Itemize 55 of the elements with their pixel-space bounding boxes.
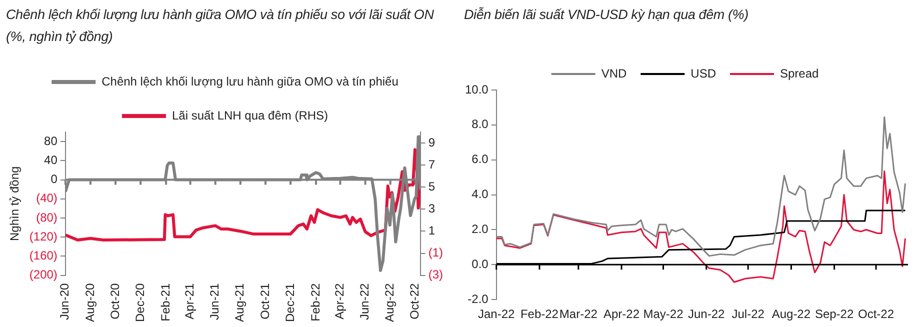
y-tick-label: 4.0 bbox=[472, 187, 489, 202]
y-tick-label: 10.0 bbox=[464, 82, 489, 96]
legend-label: Lãi suất LNH qua đêm (RHS) bbox=[172, 108, 328, 122]
x-tick-label: Oct-21 bbox=[258, 282, 272, 320]
x-tick-label: Mar-22 bbox=[559, 307, 598, 322]
y2-tick-label: 7 bbox=[428, 157, 436, 172]
y2-tick-label: 1 bbox=[428, 224, 436, 238]
y-tick-label: 40 bbox=[44, 152, 58, 167]
x-tick-label: Feb-22 bbox=[308, 282, 322, 322]
x-tick-label: Sep-22 bbox=[814, 307, 854, 322]
x-tick-label: Feb-22 bbox=[520, 307, 559, 322]
x-tick-label: Apr-21 bbox=[182, 282, 197, 320]
chart-title: Diễn biến lãi suất VND-USD kỳ hạn qua đêm (%) bbox=[464, 6, 750, 24]
chart-title: Chênh lệch khối lượng lưu hành giữa OMO và tín phiếu so với lãi suất ON (%, nghìn tỷ đồng) bbox=[6, 6, 435, 46]
x-tick-label: Oct-20 bbox=[108, 282, 122, 320]
y-tick-label: (80) bbox=[36, 210, 58, 224]
x-tick-label: Jul-22 bbox=[732, 307, 765, 322]
y2-tick-label: 5 bbox=[428, 179, 436, 194]
x-tick-label: Jan-22 bbox=[478, 307, 516, 322]
x-tick-label: Jun-21 bbox=[208, 282, 222, 320]
x-tick-label: Feb-21 bbox=[158, 282, 172, 322]
y-tick-label: 0.0 bbox=[472, 256, 489, 271]
legend-label: USD bbox=[690, 66, 716, 80]
x-tick-label: Oct-22 bbox=[408, 282, 422, 320]
x-tick-label: May-22 bbox=[643, 307, 684, 322]
x-tick-label: Apr-22 bbox=[332, 282, 347, 320]
x-tick-label: Jun-22 bbox=[688, 307, 726, 322]
legend-label: Spread bbox=[780, 66, 819, 80]
x-tick-label: Jun-22 bbox=[358, 282, 372, 320]
y-tick-label: -2.0 bbox=[468, 292, 489, 306]
y-tick-label: 0 bbox=[50, 172, 58, 186]
y2-tick-label: 9 bbox=[428, 135, 436, 150]
x-tick-label: Jun-20 bbox=[58, 282, 72, 320]
x-tick-label: Oct-22 bbox=[858, 307, 894, 322]
y-tick-label: 8.0 bbox=[472, 117, 489, 132]
y-tick-label: (200) bbox=[29, 268, 58, 282]
y2-tick-label: (3) bbox=[428, 268, 444, 282]
x-tick-label: Aug-21 bbox=[232, 282, 247, 322]
x-tick-label: Dec-21 bbox=[282, 282, 297, 322]
y-tick-label: (40) bbox=[36, 191, 58, 206]
y2-tick-label: 3 bbox=[428, 201, 436, 216]
y-tick-label: (120) bbox=[29, 229, 58, 244]
y-tick-label: 2.0 bbox=[472, 222, 489, 236]
legend-label: Chênh lệch khối lượng lưu hành giữa OMO và tín phiếu bbox=[102, 74, 398, 88]
y-tick-label: (160) bbox=[29, 248, 58, 263]
x-tick-label: Aug-22 bbox=[382, 282, 397, 322]
y-tick-label: 80 bbox=[44, 134, 58, 148]
y2-tick-label: (1) bbox=[428, 246, 444, 260]
legend-label: VND bbox=[601, 66, 627, 80]
y-axis-title: Nghìn tỷ đồng bbox=[8, 166, 22, 242]
x-tick-label: Aug-20 bbox=[82, 282, 97, 322]
x-tick-label: Apr-22 bbox=[604, 307, 640, 322]
x-tick-label: Aug-22 bbox=[772, 307, 811, 322]
x-tick-label: Dec-20 bbox=[132, 282, 147, 322]
y-tick-label: 6.0 bbox=[472, 152, 489, 166]
